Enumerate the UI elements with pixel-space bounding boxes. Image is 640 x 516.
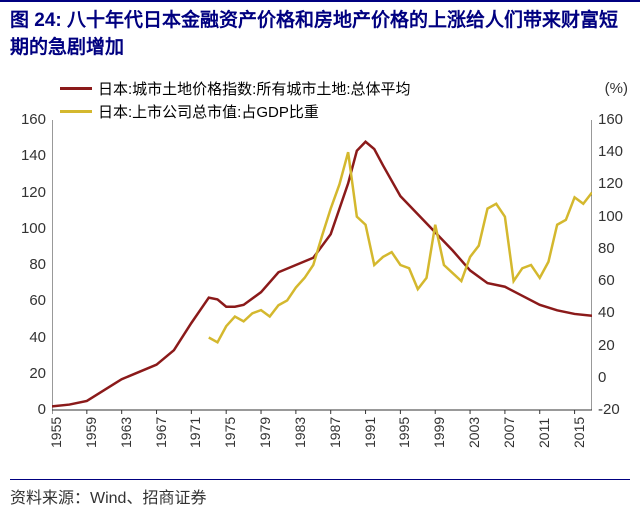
chart-container: 图 24: 八十年代日本金融资产价格和房地产价格的上涨给人们带来财富短期的急剧增…: [0, 0, 640, 516]
y-right-tick-label: 100: [598, 208, 638, 225]
chart-plot-area: [52, 120, 592, 450]
y-right-tick-label: 40: [598, 304, 638, 321]
y-right-tick-label: -20: [598, 401, 638, 418]
x-tick-label: 1991: [362, 417, 378, 448]
x-tick-label: 1975: [222, 417, 238, 448]
legend-swatch-1: [60, 87, 92, 90]
y-right-tick-label: 0: [598, 369, 638, 386]
x-tick-label: 2007: [501, 417, 517, 448]
source-attribution: 资料来源：Wind、招商证券: [10, 479, 630, 508]
legend-item-2: 日本:上市公司总市值:占GDP比重: [60, 101, 411, 122]
legend-item-1: 日本:城市土地价格指数:所有城市土地:总体平均: [60, 78, 411, 99]
legend: 日本:城市土地价格指数:所有城市土地:总体平均 日本:上市公司总市值:占GDP比…: [60, 78, 411, 124]
x-tick-label: 1995: [396, 417, 412, 448]
x-tick-label: 1983: [292, 417, 308, 448]
chart-title: 图 24: 八十年代日本金融资产价格和房地产价格的上涨给人们带来财富短期的急剧增…: [10, 8, 630, 61]
x-tick-label: 1959: [83, 417, 99, 448]
y-left-tick-label: 160: [6, 111, 46, 128]
y-left-tick-label: 80: [6, 256, 46, 273]
x-tick-label: 1987: [327, 417, 343, 448]
x-tick-label: 1979: [257, 417, 273, 448]
y-right-tick-label: 60: [598, 272, 638, 289]
y-left-tick-label: 40: [6, 329, 46, 346]
x-tick-label: 1963: [118, 417, 134, 448]
x-tick-label: 2011: [536, 418, 552, 448]
x-tick-label: 2003: [466, 417, 482, 448]
title-bar: 图 24: 八十年代日本金融资产价格和房地产价格的上涨给人们带来财富短期的急剧增…: [0, 0, 640, 65]
chart-svg: [52, 120, 592, 450]
y-right-tick-label: 140: [598, 143, 638, 160]
x-tick-label: 1971: [187, 417, 203, 448]
legend-label-1: 日本:城市土地价格指数:所有城市土地:总体平均: [98, 78, 411, 99]
x-tick-label: 1967: [153, 417, 169, 448]
y-left-tick-label: 100: [6, 220, 46, 237]
y-left-tick-label: 20: [6, 365, 46, 382]
y-left-tick-label: 60: [6, 292, 46, 309]
y-right-tick-label: 160: [598, 111, 638, 128]
x-tick-label: 1999: [431, 417, 447, 448]
legend-label-2: 日本:上市公司总市值:占GDP比重: [98, 101, 319, 122]
legend-swatch-2: [60, 110, 92, 113]
y-right-tick-label: 20: [598, 337, 638, 354]
x-tick-label: 2015: [571, 417, 587, 448]
right-axis-unit: (%): [605, 80, 628, 97]
y-right-tick-label: 80: [598, 240, 638, 257]
y-right-tick-label: 120: [598, 175, 638, 192]
y-left-tick-label: 120: [6, 184, 46, 201]
x-tick-label: 1955: [48, 417, 64, 448]
y-left-tick-label: 0: [6, 401, 46, 418]
y-left-tick-label: 140: [6, 147, 46, 164]
